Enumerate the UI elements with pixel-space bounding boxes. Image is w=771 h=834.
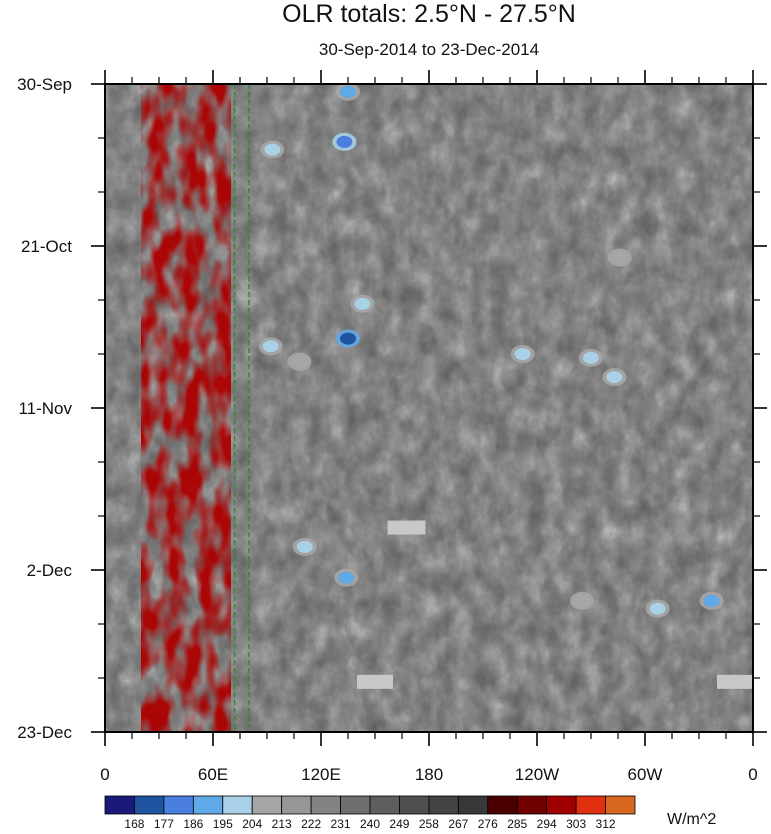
colorbar-swatch [134, 795, 165, 815]
core-mark [514, 348, 531, 360]
warm-dry-band [141, 84, 231, 732]
core-mark [611, 251, 628, 264]
x-tick-label: 120W [515, 765, 559, 784]
y-tick-label: 11-Nov [18, 399, 72, 418]
core-mark [340, 85, 356, 98]
x-tick-label: 0 [100, 765, 109, 784]
colorbar-level-label: 285 [507, 817, 527, 831]
missing-data-patch [357, 674, 393, 689]
colorbar-swatch [192, 795, 224, 815]
x-tick-label: 0 [748, 765, 757, 784]
colorbar-units: W/m^2 [667, 811, 716, 828]
colorbar-level-label: 258 [419, 817, 439, 831]
colorbar-level-label: 294 [537, 817, 557, 831]
colorbar-level-label: 222 [301, 817, 321, 831]
colorbar-swatch [487, 795, 518, 815]
chart-subtitle: 30-Sep-2014 to 23-Dec-2014 [318, 40, 540, 59]
core-mark [574, 594, 590, 607]
missing-data-patches [357, 520, 753, 689]
y-tick-label: 30-Sep [17, 75, 72, 94]
colorbar: 168 177 186 195 204 213 222 231 240 249 258 267 276 2… [104, 795, 636, 831]
core-mark [338, 571, 355, 584]
colorbar-level-label: 312 [596, 817, 616, 831]
x-tick-label: 120E [301, 765, 341, 784]
colorbar-swatch [546, 795, 577, 815]
dashed-lines [233, 84, 250, 732]
core-mark [583, 351, 599, 364]
colorbar-level-label: 240 [360, 817, 380, 831]
colorbar-swatch [428, 795, 459, 815]
colorbar-swatch [163, 795, 194, 815]
colorbar-level-label: 231 [331, 817, 351, 831]
colorbar-swatch [605, 795, 636, 815]
field-layer [105, 84, 753, 732]
x-tick-label: 180 [415, 765, 443, 784]
axis-ticks [91, 70, 767, 746]
colorbar-level-label: 267 [448, 817, 468, 831]
y-tick-label: 23-Dec [17, 723, 72, 742]
colorbar-swatch [575, 795, 606, 815]
colorbar-level-label: 204 [242, 817, 262, 831]
core-mark [340, 332, 356, 345]
colorbar-swatch [340, 795, 371, 815]
convective-cores [258, 84, 724, 618]
core-mark [354, 297, 371, 310]
colorbar-swatch [457, 795, 489, 815]
colorbar-swatch [251, 795, 283, 815]
colorbar-level-label: 303 [566, 817, 586, 831]
colorbar-level-label: 168 [124, 817, 144, 831]
colorbar-swatch [222, 795, 253, 815]
colorbar-swatch [104, 795, 135, 815]
y-tick-label: 2-Dec [27, 561, 73, 580]
missing-data-patch [717, 674, 753, 689]
y-tick-label: 21-Oct [21, 237, 72, 256]
colorbar-level-label: 276 [478, 817, 498, 831]
missing-data-patch [387, 520, 426, 535]
core-mark [336, 135, 353, 148]
core-mark [606, 371, 623, 384]
x-tick-label: 60W [628, 765, 663, 784]
colorbar-level-label: 249 [389, 817, 409, 831]
colorbar-level-label: 177 [154, 817, 174, 831]
colorbar-level-label: 195 [213, 817, 233, 831]
core-mark [296, 540, 313, 553]
warm-band-area [141, 84, 231, 732]
colorbar-level-label: 186 [183, 817, 203, 831]
core-mark [649, 602, 666, 615]
core-mark [291, 355, 308, 368]
core-mark [262, 340, 279, 353]
colorbar-level-label: 213 [272, 817, 292, 831]
colorbar-swatch [281, 795, 312, 815]
x-axis-tick-labels: 0 60E 120E 180 120W 60W 0 [100, 765, 757, 784]
chart-title: OLR totals: 2.5°N - 27.5°N [282, 0, 576, 28]
colorbar-swatch [399, 795, 430, 815]
core-mark [703, 594, 720, 607]
colorbar-swatch [310, 795, 341, 815]
colorbar-swatch [516, 795, 548, 815]
core-mark [264, 143, 281, 156]
x-tick-label: 60E [198, 765, 228, 784]
colorbar-swatch [369, 795, 400, 815]
y-axis-tick-labels: 30-Sep 21-Oct 11-Nov 2-Dec 23-Dec [17, 75, 72, 742]
